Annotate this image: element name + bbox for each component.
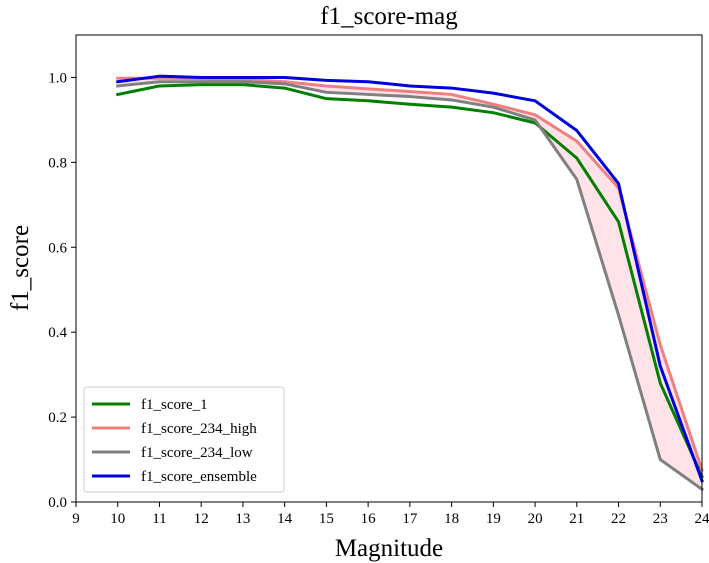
y-tick-label: 0.0	[48, 495, 67, 511]
x-tick-label: 9	[72, 511, 80, 527]
y-tick-label: 0.4	[48, 325, 67, 341]
y-tick-label: 0.8	[48, 155, 67, 171]
legend-box	[83, 386, 285, 493]
series-line-f1-score-ensemble	[116, 74, 704, 483]
series-line-f1-score-1	[115, 83, 704, 479]
y-tick-label: 0.6	[48, 240, 67, 256]
x-axis-label: Magnitude	[335, 535, 443, 562]
y-axis-label: f1_score	[7, 225, 34, 311]
x-tick-label: 23	[653, 511, 668, 527]
x-tick-label: 20	[528, 511, 543, 527]
legend-label-f1-score-234-low: f1_score_234_low	[141, 445, 253, 461]
y-tick-label: 1.0	[48, 70, 67, 86]
x-tick-label: 13	[235, 511, 250, 527]
x-tick-label: 17	[402, 511, 418, 527]
series-line-f1-score-234-low	[116, 80, 705, 492]
legend-label-f1-score-234-high: f1_score_234_high	[141, 421, 257, 437]
y-axis-ticks: 0.0 0.2 0.4 0.6 0.8 1.0	[48, 70, 76, 511]
x-tick-label: 15	[319, 511, 334, 527]
x-tick-label: 24	[695, 511, 709, 527]
x-tick-label: 21	[569, 511, 584, 527]
series-lines-layer	[115, 74, 705, 492]
x-tick-label: 12	[194, 511, 209, 527]
x-tick-label: 11	[152, 511, 166, 527]
x-tick-label: 18	[444, 511, 459, 527]
plot-frame	[75, 34, 703, 503]
legend: f1_score_1 f1_score_234_high f1_score_234_…	[83, 386, 285, 493]
legend-label-f1-score-1: f1_score_1	[141, 397, 208, 413]
x-tick-label: 14	[277, 511, 293, 527]
x-tick-label: 22	[611, 511, 626, 527]
legend-label-f1-score-ensemble: f1_score_ensemble	[141, 469, 257, 485]
x-tick-label: 19	[486, 511, 501, 527]
legend-items: f1_score_1 f1_score_234_high f1_score_234_…	[92, 397, 257, 485]
series-line-f1-score-234-high	[116, 76, 704, 473]
x-axis-ticks: 9 10 11 12 13 14 15 16 17 18 19 20 21 22 23 24	[72, 502, 709, 527]
chart-title: f1_score-mag	[320, 3, 458, 30]
x-tick-label: 10	[110, 511, 125, 527]
y-tick-label: 0.2	[48, 410, 67, 426]
x-tick-label: 16	[361, 511, 377, 527]
